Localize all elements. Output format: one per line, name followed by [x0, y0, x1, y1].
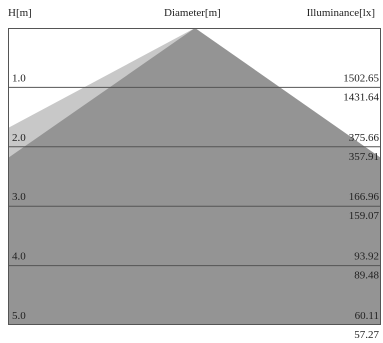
- diameter-axis-label: Diameter[m]: [164, 7, 221, 19]
- illuminance-value-a: 375.66: [349, 132, 380, 144]
- plot-frame: [8, 28, 381, 325]
- illuminance-axis-label: Illuminance[lx]: [306, 7, 375, 19]
- height-axis-label: H[m]: [8, 7, 32, 19]
- illuminance-value-b: 357.91: [349, 151, 379, 163]
- illuminance-value-a: 166.96: [349, 191, 380, 203]
- illuminance-value-a: 1502.65: [343, 72, 379, 84]
- illuminance-value-b: 159.07: [349, 210, 380, 222]
- height-tick-label: 4.0: [12, 251, 26, 263]
- illuminance-value-b: 57.27: [354, 329, 379, 341]
- illuminance-value-b: 1431.64: [343, 91, 379, 103]
- inner-light-cone: [8, 28, 381, 325]
- height-tick-label: 3.0: [12, 191, 26, 203]
- height-tick-label: 2.0: [12, 132, 26, 144]
- illuminance-value-b: 89.48: [354, 270, 379, 282]
- height-tick-label: 1.0: [12, 72, 26, 84]
- illuminance-value-a: 93.92: [354, 251, 379, 263]
- illuminance-value-a: 60.11: [355, 310, 379, 322]
- height-tick-label: 5.0: [12, 310, 26, 322]
